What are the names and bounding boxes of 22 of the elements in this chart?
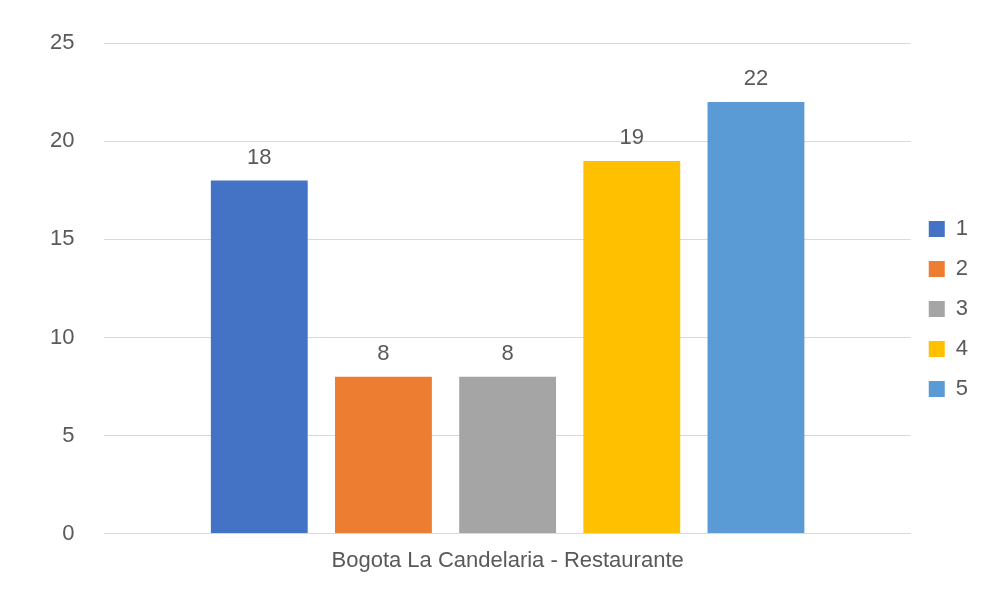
bar bbox=[583, 160, 681, 534]
data-label: 18 bbox=[247, 143, 272, 169]
legend-label: 1 bbox=[955, 215, 969, 241]
legend-label: 2 bbox=[955, 255, 969, 281]
y-tick-label: 20 bbox=[49, 127, 75, 153]
x-tick-label: Bogota La Candelaria - Restaurante bbox=[331, 546, 684, 572]
bar bbox=[707, 102, 805, 534]
y-tick-label: 25 bbox=[49, 29, 75, 55]
bar bbox=[459, 376, 557, 534]
bar bbox=[335, 376, 432, 534]
data-label: 19 bbox=[619, 123, 645, 149]
legend-label: 5 bbox=[955, 375, 969, 401]
bar bbox=[210, 180, 308, 534]
data-label: 8 bbox=[501, 339, 514, 365]
y-tick-label: 5 bbox=[62, 421, 75, 447]
data-label: 22 bbox=[743, 65, 769, 91]
y-tick-label: 10 bbox=[49, 323, 75, 349]
y-tick-label: 0 bbox=[62, 519, 75, 545]
data-label: 8 bbox=[377, 339, 390, 365]
legend-label: 4 bbox=[955, 335, 969, 361]
legend-label: 3 bbox=[955, 295, 969, 321]
y-tick-label: 15 bbox=[49, 225, 75, 251]
